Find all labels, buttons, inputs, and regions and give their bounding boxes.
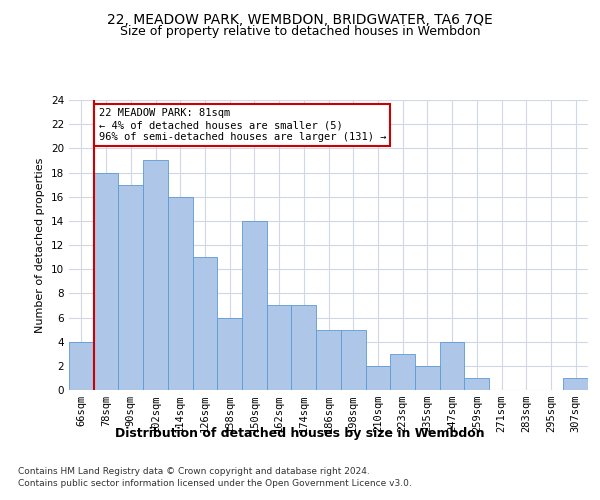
- Bar: [168, 196, 193, 390]
- Bar: [94, 172, 118, 390]
- Bar: [143, 160, 168, 390]
- Bar: [390, 354, 415, 390]
- Bar: [563, 378, 588, 390]
- Bar: [341, 330, 365, 390]
- Bar: [118, 184, 143, 390]
- Bar: [316, 330, 341, 390]
- Bar: [69, 342, 94, 390]
- Text: Contains HM Land Registry data © Crown copyright and database right 2024.: Contains HM Land Registry data © Crown c…: [18, 468, 370, 476]
- Y-axis label: Number of detached properties: Number of detached properties: [35, 158, 46, 332]
- Text: Distribution of detached houses by size in Wembdon: Distribution of detached houses by size …: [115, 428, 485, 440]
- Bar: [415, 366, 440, 390]
- Text: Contains public sector information licensed under the Open Government Licence v3: Contains public sector information licen…: [18, 479, 412, 488]
- Bar: [193, 257, 217, 390]
- Bar: [292, 306, 316, 390]
- Bar: [217, 318, 242, 390]
- Text: Size of property relative to detached houses in Wembdon: Size of property relative to detached ho…: [120, 25, 480, 38]
- Bar: [242, 221, 267, 390]
- Bar: [267, 306, 292, 390]
- Bar: [464, 378, 489, 390]
- Text: 22 MEADOW PARK: 81sqm
← 4% of detached houses are smaller (5)
96% of semi-detach: 22 MEADOW PARK: 81sqm ← 4% of detached h…: [98, 108, 386, 142]
- Text: 22, MEADOW PARK, WEMBDON, BRIDGWATER, TA6 7QE: 22, MEADOW PARK, WEMBDON, BRIDGWATER, TA…: [107, 12, 493, 26]
- Bar: [365, 366, 390, 390]
- Bar: [440, 342, 464, 390]
